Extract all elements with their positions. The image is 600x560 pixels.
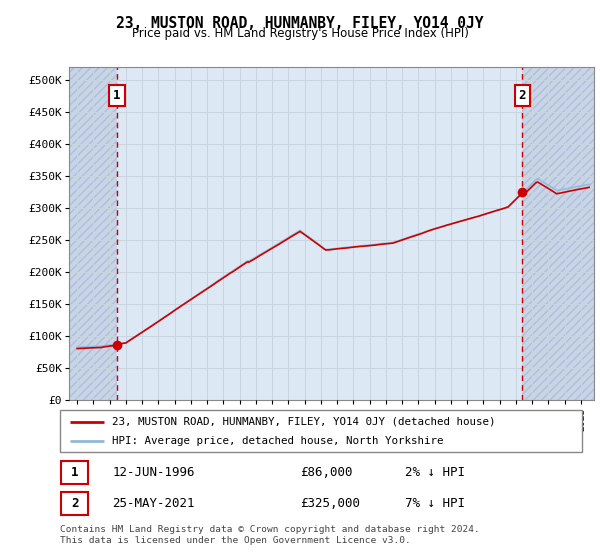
Text: 23, MUSTON ROAD, HUNMANBY, FILEY, YO14 0JY (detached house): 23, MUSTON ROAD, HUNMANBY, FILEY, YO14 0… — [112, 417, 496, 427]
Bar — [61, 460, 88, 483]
Text: 2% ↓ HPI: 2% ↓ HPI — [404, 465, 464, 479]
Bar — [523, 67, 594, 400]
Text: £325,000: £325,000 — [300, 497, 360, 510]
Text: HPI: Average price, detached house, North Yorkshire: HPI: Average price, detached house, Nort… — [112, 436, 444, 446]
Text: 25-MAY-2021: 25-MAY-2021 — [112, 497, 194, 510]
Text: 1: 1 — [113, 89, 121, 102]
Text: 2: 2 — [519, 89, 526, 102]
Text: Price paid vs. HM Land Registry's House Price Index (HPI): Price paid vs. HM Land Registry's House … — [131, 27, 469, 40]
Text: £86,000: £86,000 — [300, 465, 353, 479]
Text: 7% ↓ HPI: 7% ↓ HPI — [404, 497, 464, 510]
Text: 1: 1 — [71, 465, 79, 479]
Text: 23, MUSTON ROAD, HUNMANBY, FILEY, YO14 0JY: 23, MUSTON ROAD, HUNMANBY, FILEY, YO14 0… — [116, 16, 484, 31]
Text: 12-JUN-1996: 12-JUN-1996 — [112, 465, 194, 479]
Text: Contains HM Land Registry data © Crown copyright and database right 2024.
This d: Contains HM Land Registry data © Crown c… — [60, 525, 480, 545]
Bar — [69, 67, 117, 400]
Text: 2: 2 — [71, 497, 79, 510]
Bar — [61, 492, 88, 515]
Bar — [117, 67, 523, 400]
